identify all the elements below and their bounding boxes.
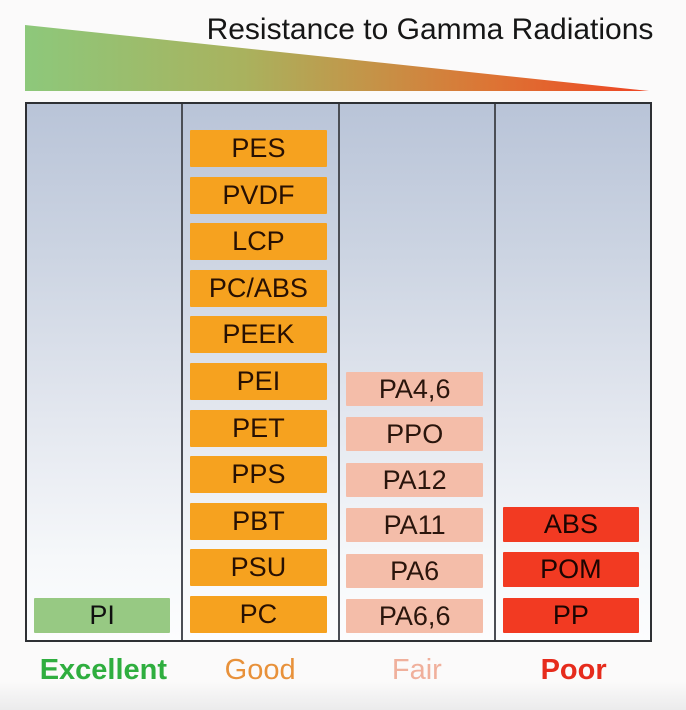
material-box-pom: POM	[502, 552, 640, 588]
column-good: PES PVDF LCP PC/ABS PEEK PEI PET PPS PBT PSU PC	[183, 104, 340, 640]
material-box-pa66: PA6,6	[346, 599, 483, 633]
label-good: Good	[224, 654, 296, 686]
material-box-peek: PEEK	[190, 316, 327, 354]
material-box-pa11: PA11	[346, 508, 483, 543]
label-excellent: Excellent	[39, 654, 168, 686]
material-box-pi: PI	[33, 598, 171, 633]
label-fair: Fair	[391, 654, 442, 686]
label-poor: Poor	[540, 654, 607, 686]
material-box-pps: PPS	[190, 456, 327, 494]
material-box-pc: PC	[190, 596, 327, 633]
material-box-pa6: PA6	[346, 553, 483, 588]
material-box-abs: ABS	[502, 506, 640, 542]
column-poor: ABS POM PP	[496, 104, 650, 640]
material-box-pet: PET	[190, 409, 327, 447]
column-good-boxes: PES PVDF LCP PC/ABS PEEK PEI PET PPS PBT PSU PC	[183, 104, 337, 640]
column-fair: PA4,6 PPO PA12 PA11 PA6 PA6,6	[340, 104, 496, 640]
material-box-psu: PSU	[190, 549, 327, 587]
materials-panel: PI PES PVDF LCP PC/ABS PEEK PEI PET PPS PBT PSU PC…	[25, 102, 652, 642]
column-excellent-boxes: PI	[27, 104, 181, 640]
material-box-pes: PES	[190, 130, 327, 167]
material-box-pa12: PA12	[346, 462, 483, 497]
column-fair-boxes: PA4,6 PPO PA12 PA11 PA6 PA6,6	[340, 104, 494, 640]
column-excellent: PI	[27, 104, 184, 640]
material-box-pp: PP	[502, 598, 640, 633]
material-box-pvdf: PVDF	[190, 176, 327, 214]
category-labels: Excellent Good Fair Poor	[25, 653, 652, 687]
figure-title: Resistance to Gamma Radiations	[206, 13, 654, 46]
material-box-pbt: PBT	[190, 502, 327, 540]
column-poor-boxes: ABS POM PP	[496, 104, 650, 640]
material-box-ppo: PPO	[346, 417, 483, 452]
material-box-pei: PEI	[190, 363, 327, 400]
material-box-pcabs: PC/ABS	[190, 269, 327, 307]
material-box-lcp: LCP	[190, 223, 327, 261]
material-box-pa46: PA4,6	[346, 372, 483, 406]
